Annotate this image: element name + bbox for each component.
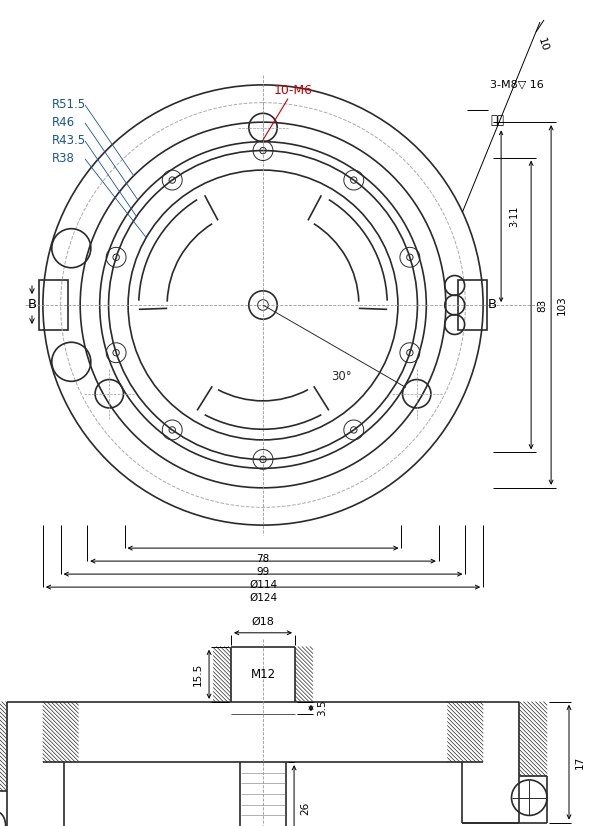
Text: 30°: 30° [331,369,352,382]
Text: Ø124: Ø124 [249,593,277,603]
Text: B: B [488,298,497,311]
Text: 103: 103 [557,295,567,315]
Text: 17: 17 [575,756,585,769]
Text: Ø114: Ø114 [249,580,277,590]
Text: Ø18: Ø18 [251,617,275,627]
Text: 15.5: 15.5 [193,662,203,686]
Bar [458,280,487,330]
Text: 10: 10 [536,37,550,53]
Text: R43.5: R43.5 [52,135,86,147]
Bar [39,280,67,330]
Text: 均布: 均布 [490,114,504,127]
Text: 83: 83 [537,298,547,311]
Text: R38: R38 [52,153,75,165]
Text: B: B [27,298,36,311]
Text: 3.5: 3.5 [317,700,327,716]
Text: 10-M6: 10-M6 [273,84,312,97]
Text: 3·11: 3·11 [509,206,519,227]
Text: 78: 78 [256,554,270,564]
Text: M12: M12 [250,667,276,681]
Text: R51.5: R51.5 [52,98,86,112]
Text: 99: 99 [256,567,270,577]
Text: R46: R46 [52,116,75,130]
Text: 3-M8▽ 16: 3-M8▽ 16 [490,80,544,90]
Text: 26: 26 [300,802,310,815]
